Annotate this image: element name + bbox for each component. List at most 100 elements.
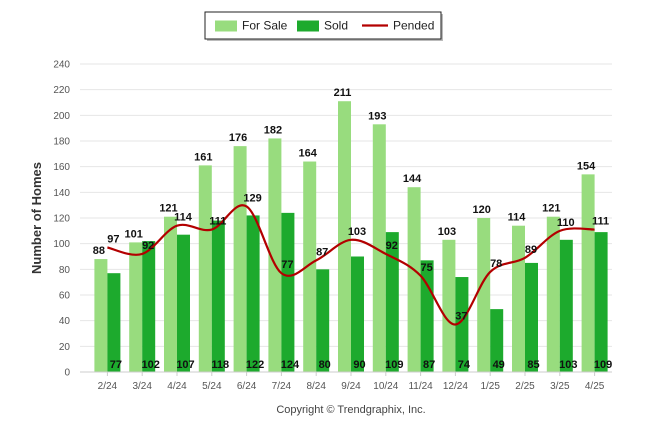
x-tick-label: 9/24 bbox=[341, 381, 361, 392]
sold-bar bbox=[211, 220, 225, 372]
x-tick-label: 1/25 bbox=[480, 381, 500, 392]
y-tick-label: 200 bbox=[53, 111, 70, 122]
sold-value-label: 124 bbox=[281, 359, 300, 371]
sold-value-label: 74 bbox=[458, 359, 471, 371]
x-tick-label: 4/25 bbox=[585, 381, 605, 392]
sold-bar bbox=[142, 241, 156, 372]
pended-value-label: 75 bbox=[420, 262, 432, 274]
sold-bar bbox=[490, 309, 504, 372]
legend-for-sale-label: For Sale bbox=[242, 19, 288, 33]
for-sale-bar bbox=[546, 216, 560, 372]
for-sale-bar bbox=[372, 124, 386, 372]
legend-pended-label: Pended bbox=[393, 19, 434, 33]
pended-value-label: 103 bbox=[348, 226, 366, 238]
y-tick-label: 100 bbox=[53, 239, 70, 250]
sold-value-label: 118 bbox=[211, 359, 229, 371]
sold-value-label: 87 bbox=[423, 359, 435, 371]
pended-value-label: 77 bbox=[281, 259, 293, 271]
x-tick-label: 2/25 bbox=[515, 381, 535, 392]
y-tick-label: 180 bbox=[53, 137, 70, 148]
x-tick-label: 5/24 bbox=[202, 381, 222, 392]
y-tick-label: 40 bbox=[59, 316, 71, 327]
y-tick-label: 120 bbox=[53, 214, 70, 225]
for-sale-value-label: 176 bbox=[229, 132, 247, 144]
pended-value-label: 111 bbox=[209, 216, 226, 228]
sold-value-label: 107 bbox=[176, 359, 194, 371]
pended-value-label: 111 bbox=[592, 216, 609, 228]
for-sale-value-label: 114 bbox=[508, 212, 527, 224]
for-sale-bar bbox=[407, 187, 421, 372]
for-sale-bar bbox=[512, 225, 525, 372]
x-tick-label: 7/24 bbox=[272, 381, 292, 392]
sold-value-label: 102 bbox=[142, 359, 160, 371]
pended-value-label: 89 bbox=[525, 244, 537, 256]
pended-value-label: 37 bbox=[455, 311, 467, 323]
for-sale-bar bbox=[477, 218, 491, 372]
sold-value-label: 90 bbox=[353, 359, 365, 371]
x-tick-label: 12/24 bbox=[443, 381, 468, 392]
for-sale-bar bbox=[442, 239, 456, 372]
legend: For Sale Sold Pended bbox=[204, 11, 443, 41]
legend-sold-swatch bbox=[297, 20, 319, 32]
x-tick-label: 2/24 bbox=[98, 381, 118, 392]
for-sale-value-label: 154 bbox=[577, 160, 596, 172]
sold-bar bbox=[351, 256, 364, 372]
sold-bar bbox=[281, 212, 295, 372]
for-sale-value-label: 120 bbox=[473, 204, 491, 216]
x-tick-label: 11/24 bbox=[408, 381, 433, 392]
pended-line bbox=[107, 204, 595, 326]
x-tick-label: 3/25 bbox=[550, 381, 570, 392]
for-sale-value-label: 182 bbox=[264, 124, 282, 136]
sold-bar bbox=[246, 215, 260, 372]
y-tick-label: 0 bbox=[64, 368, 70, 379]
for-sale-value-label: 88 bbox=[93, 245, 105, 257]
sold-value-label: 103 bbox=[559, 359, 577, 371]
for-sale-value-label: 161 bbox=[194, 151, 212, 163]
bars bbox=[94, 101, 608, 372]
y-axis-title: Number of Homes bbox=[29, 162, 44, 274]
sold-value-label: 80 bbox=[319, 359, 331, 371]
y-tick-label: 220 bbox=[53, 85, 70, 96]
pended-value-label: 87 bbox=[316, 246, 328, 258]
for-sale-bar bbox=[581, 174, 595, 372]
sold-bar bbox=[177, 234, 190, 372]
for-sale-value-label: 121 bbox=[159, 203, 177, 215]
x-tick-label: 8/24 bbox=[306, 381, 326, 392]
for-sale-bar bbox=[129, 242, 143, 372]
pended-value-label: 78 bbox=[490, 258, 502, 270]
y-tick-label: 160 bbox=[53, 162, 70, 173]
sold-value-label: 49 bbox=[493, 359, 505, 371]
x-tick-label: 10/24 bbox=[373, 381, 398, 392]
y-tick-label: 20 bbox=[59, 342, 71, 353]
for-sale-bar bbox=[268, 138, 282, 372]
sold-bar bbox=[385, 232, 399, 372]
for-sale-value-label: 103 bbox=[438, 226, 456, 238]
copyright-text: Copyright © Trendgraphix, Inc. bbox=[276, 404, 425, 416]
for-sale-bar bbox=[303, 161, 317, 372]
sold-value-label: 77 bbox=[110, 359, 122, 371]
pended-line-layer bbox=[107, 204, 595, 326]
pended-value-label: 92 bbox=[142, 240, 154, 252]
pended-value-label: 129 bbox=[243, 192, 261, 204]
sold-bar bbox=[525, 262, 538, 372]
x-tick-label: 4/24 bbox=[167, 381, 187, 392]
sold-value-label: 85 bbox=[527, 359, 539, 371]
y-tick-label: 80 bbox=[59, 265, 71, 276]
for-sale-value-label: 144 bbox=[403, 173, 422, 185]
sold-value-label: 109 bbox=[594, 359, 612, 371]
pended-value-label: 114 bbox=[174, 212, 193, 224]
x-tick-label: 6/24 bbox=[237, 381, 257, 392]
for-sale-bar bbox=[164, 216, 177, 372]
y-tick-label: 240 bbox=[53, 60, 70, 71]
sold-bar bbox=[107, 273, 121, 372]
sold-value-label: 122 bbox=[246, 359, 264, 371]
for-sale-value-label: 101 bbox=[125, 228, 143, 240]
pended-value-label: 97 bbox=[107, 234, 119, 246]
pended-value-label: 110 bbox=[557, 217, 575, 229]
for-sale-value-label: 193 bbox=[368, 110, 386, 122]
x-tick-label: 3/24 bbox=[132, 381, 152, 392]
legend-sold-label: Sold bbox=[324, 19, 348, 33]
for-sale-bar bbox=[338, 101, 351, 372]
axes: 0 20 40 60 80 100 120 140 160 180 200 220 240 2/24 3/2… bbox=[53, 60, 612, 392]
